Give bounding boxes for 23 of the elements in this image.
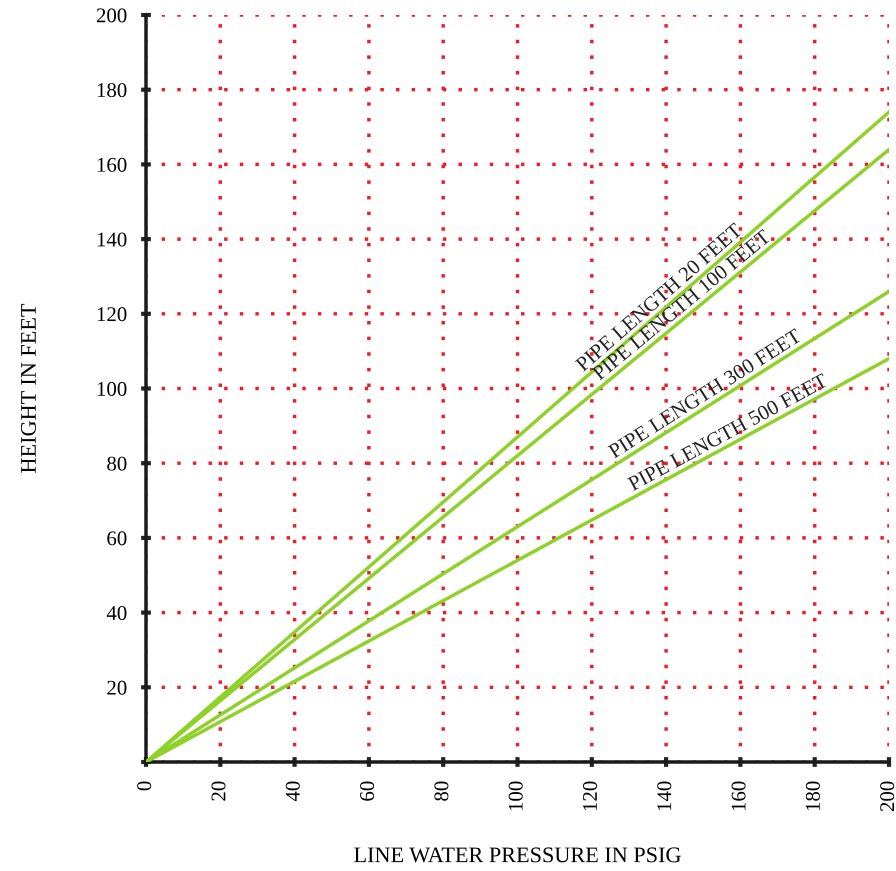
x-tick-label: 200 (880, 782, 894, 812)
y-tick-label: 120 (98, 307, 126, 322)
y-tick-label: 140 (98, 232, 126, 247)
x-tick-label: 100 (508, 782, 523, 810)
x-tick-label: 120 (582, 782, 598, 810)
x-tick-label: 20 (211, 782, 226, 801)
x-axis-title: LINE WATER PRESSURE IN PSIG (354, 847, 681, 862)
y-tick-label: 200 (96, 8, 126, 22)
y-axis-title: HEIGHT IN FEET (20, 304, 36, 473)
y-tick-label: 20 (107, 680, 126, 695)
y-tick-label: 60 (107, 531, 126, 546)
y-tick-label: 160 (98, 158, 126, 172)
x-tick-label: 60 (360, 782, 374, 801)
y-tick-label: 80 (107, 456, 126, 471)
x-tick-label: 180 (806, 782, 820, 810)
x-tick-label: 140 (657, 782, 672, 810)
x-tick-label: 160 (732, 782, 746, 810)
y-tick-label: 100 (98, 382, 126, 396)
y-tick-label: 40 (106, 606, 126, 620)
y-tick-label: 180 (98, 83, 126, 98)
x-tick-label: 0 (137, 782, 152, 790)
x-tick-label: 40 (286, 782, 300, 802)
x-tick-label: 80 (434, 782, 448, 801)
